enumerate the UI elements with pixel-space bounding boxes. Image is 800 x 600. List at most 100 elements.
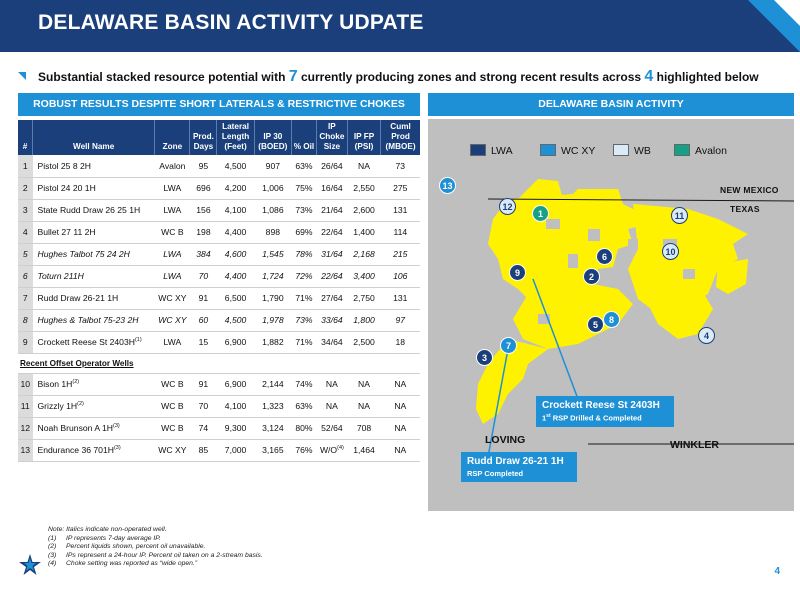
lateral-length-text: 4,400: [224, 227, 247, 237]
cuml-prod-text: 215: [393, 249, 408, 259]
cell-pct-oil: 76%: [291, 439, 317, 462]
row-number-text: 12: [20, 423, 31, 433]
ip30-text: 898: [265, 227, 281, 237]
well-marker-11[interactable]: 11: [671, 207, 688, 224]
table-row: 3 State Rudd Draw 26 25 1H LWA 156 4,100 1,08…: [18, 199, 420, 222]
gap-1: [546, 219, 560, 229]
cell-pct-oil: 78%: [291, 243, 317, 266]
cell-row-number: 8: [18, 309, 33, 332]
choke-size-text: 22/64: [321, 271, 343, 281]
cell-row-number: 2: [18, 177, 33, 200]
well-name-text: Bison 1H: [37, 379, 73, 389]
cell-cuml-prod: 131: [380, 287, 420, 310]
well-marker-13[interactable]: 13: [439, 177, 456, 194]
table-row: 11 Grizzly 1H(2) WC B 70 4,100 1,323 63% NA NA NA: [18, 395, 420, 418]
county-label-loving: LOVING: [485, 434, 526, 446]
cuml-prod-text: NA: [394, 423, 407, 433]
lateral-length-text: 4,600: [224, 249, 247, 259]
right-panel-title: DELAWARE BASIN ACTIVITY: [428, 93, 794, 116]
footnote-ref: (4): [337, 445, 344, 452]
pct-oil-text: 63%: [295, 401, 313, 411]
cuml-prod-text: NA: [394, 401, 407, 411]
cell-ip-fp: 3,400: [347, 265, 381, 288]
legend-item-lwa: LWA: [470, 144, 513, 157]
cell-cuml-prod: NA: [380, 373, 420, 396]
footnote-key: (4): [48, 560, 57, 568]
gap-2: [588, 229, 600, 241]
well-marker-4[interactable]: 4: [698, 327, 715, 344]
well-marker-10[interactable]: 10: [662, 243, 679, 260]
cell-choke-size: 22/64: [316, 221, 348, 244]
cell-lateral-length: 4,100: [216, 199, 255, 222]
cuml-prod-text: NA: [394, 445, 407, 455]
cell-choke-size: NA: [316, 373, 348, 396]
cell-ip30: 1,545: [254, 243, 292, 266]
cell-ip30: 1,882: [254, 331, 292, 354]
footnote-4: (4) Choke setting was reported as “wide o…: [48, 560, 468, 569]
cuml-prod-text: 275: [393, 183, 408, 193]
zone-text: LWA: [163, 249, 182, 259]
cell-choke-size: 22/64: [316, 265, 348, 288]
footnote-ref: (2): [77, 401, 84, 408]
zone-text: LWA: [163, 271, 182, 281]
cell-well-name: State Rudd Draw 26 25 1H: [32, 199, 155, 222]
zone-text: WC XY: [158, 293, 187, 303]
ip30-text: 1,086: [262, 205, 284, 215]
ip-fp-text: 1,800: [353, 315, 375, 325]
cell-row-number: 13: [18, 439, 33, 462]
cell-ip30: 3,165: [254, 439, 292, 462]
col-header-num: #: [18, 120, 33, 155]
page-title: DELAWARE BASIN ACTIVITY UDPATE: [38, 11, 424, 34]
cell-pct-oil: 63%: [291, 155, 317, 178]
pct-oil-text: 76%: [295, 445, 313, 455]
footnote-2: (2) Percent liquids shown, percent oil un…: [48, 543, 468, 552]
lateral-length-text: 4,500: [224, 315, 247, 325]
well-marker-5[interactable]: 5: [587, 316, 604, 333]
zone-text: WC B: [161, 423, 184, 433]
page-number: 4: [774, 566, 780, 577]
choke-size-text: 34/64: [321, 337, 343, 347]
prod-days-text: 70: [198, 401, 209, 411]
legend-swatch-wcxy: [540, 144, 556, 156]
legend-swatch-avalon: [674, 144, 690, 156]
well-marker-6[interactable]: 6: [596, 248, 613, 265]
gap-6: [538, 314, 550, 324]
well-name-text: Toturn 211H: [37, 271, 84, 281]
cell-well-name: Crockett Reese St 2403H(1): [32, 331, 155, 354]
lateral-length-text: 6,900: [224, 337, 247, 347]
well-marker-1[interactable]: 1: [532, 205, 549, 222]
prod-days-text: 15: [198, 337, 209, 347]
cell-cuml-prod: 18: [380, 331, 420, 354]
prod-days-text: 74: [198, 423, 209, 433]
cell-well-name: Bullet 27 11 2H: [32, 221, 155, 244]
row-number-text: 8: [22, 315, 28, 325]
cell-row-number: 1: [18, 155, 33, 178]
zone-text: WC B: [161, 379, 184, 389]
well-marker-7[interactable]: 7: [500, 337, 517, 354]
well-marker-2[interactable]: 2: [583, 268, 600, 285]
well-marker-3[interactable]: 3: [476, 349, 493, 366]
cell-prod-days: 70: [189, 395, 217, 418]
well-name-text: Pistol 24 20 1H: [37, 183, 96, 193]
zone-text: WC XY: [158, 315, 187, 325]
well-marker-9[interactable]: 9: [509, 264, 526, 281]
choke-size-text: 31/64: [321, 249, 343, 259]
footnote-intro: Note: Italics indicate non-operated well…: [48, 526, 167, 533]
well-marker-8[interactable]: 8: [603, 311, 620, 328]
well-name-text: Rudd Draw 26-21 1H: [37, 293, 119, 303]
header-bar: DELAWARE BASIN ACTIVITY UDPATE: [0, 0, 800, 52]
callout2-leader: [487, 348, 509, 458]
state-line: [487, 198, 794, 202]
ip30-text: 3,165: [262, 445, 284, 455]
state-label-new-mexico: NEW MEXICO: [720, 185, 779, 195]
well-name-text: Endurance 36 701H: [37, 445, 114, 455]
cell-choke-size: 34/64: [316, 331, 348, 354]
cell-lateral-length: 4,500: [216, 309, 255, 332]
table-row: 13 Endurance 36 701H(3) WC XY 85 7,000 3,165 7…: [18, 439, 420, 462]
well-marker-12[interactable]: 12: [499, 198, 516, 215]
cell-row-number: 3: [18, 199, 33, 222]
cell-lateral-length: 6,900: [216, 373, 255, 396]
choke-size-text: 26/64: [321, 160, 343, 171]
cell-ip30: 1,724: [254, 265, 292, 288]
col-header-well-name: Well Name: [32, 120, 156, 155]
